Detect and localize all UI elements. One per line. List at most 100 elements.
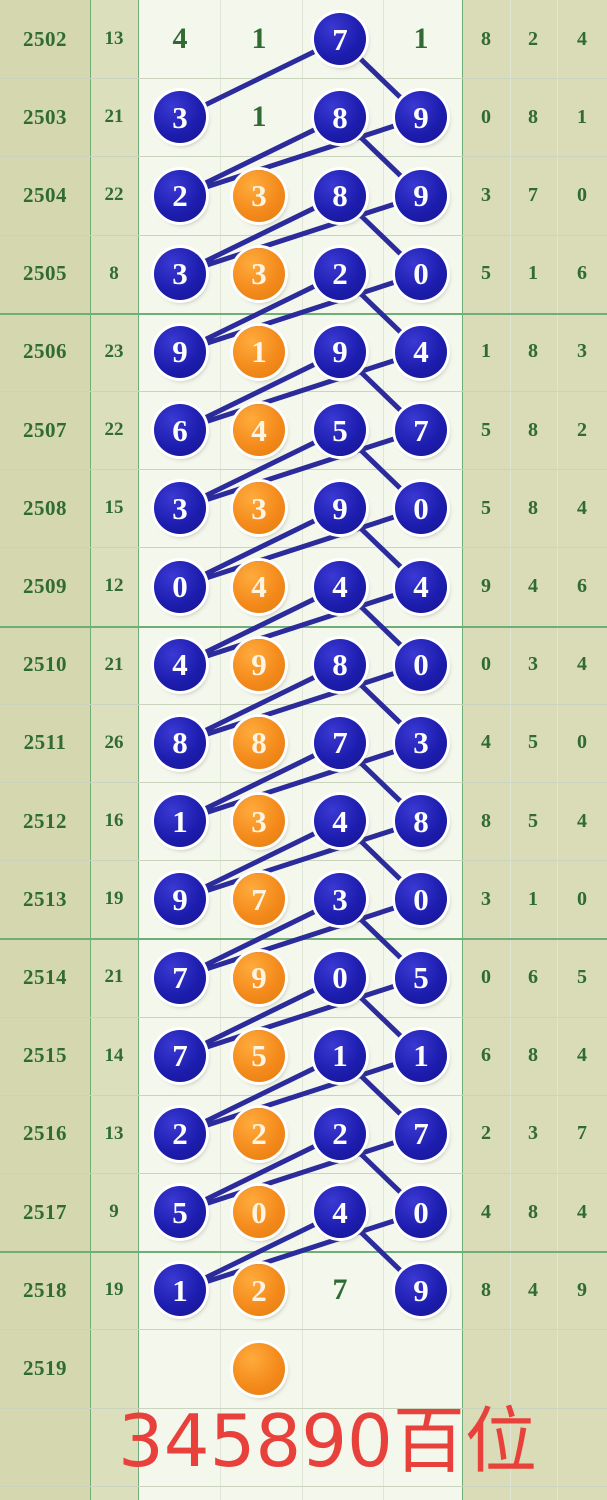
right-digit: 5	[481, 262, 491, 285]
right-digit: 6	[577, 574, 587, 597]
ball-orange: 0	[233, 1186, 285, 1239]
ball-orange: 3	[233, 795, 285, 848]
ball-blue: 8	[395, 795, 447, 848]
sum-value: 16	[104, 810, 124, 832]
right-digit: 8	[481, 1278, 491, 1301]
issue-number: 2511	[23, 730, 67, 755]
ball-orange: 7	[233, 873, 285, 926]
ball-blue: 7	[314, 716, 366, 769]
ball-blue: 4	[395, 325, 447, 378]
ball-blue: 3	[395, 716, 447, 769]
right-digit: 6	[577, 262, 587, 285]
right-digit: 0	[481, 105, 491, 128]
ball-orange: 2	[233, 1107, 285, 1160]
ball-blue: 1	[154, 1264, 206, 1317]
ball-blue: 6	[154, 404, 206, 457]
right-digit: 4	[481, 1200, 491, 1223]
right-digit: 4	[577, 496, 587, 519]
ball-orange: 9	[233, 951, 285, 1004]
right-digit: 9	[577, 1278, 587, 1301]
issue-number: 2516	[23, 1121, 67, 1146]
ball-blue: 7	[314, 13, 366, 66]
grid-vline	[302, 0, 303, 1500]
grid-vline	[557, 0, 558, 1500]
ball-blue: 0	[154, 560, 206, 613]
issue-number: 2504	[23, 182, 67, 207]
right-digit: 1	[528, 887, 538, 910]
right-digit	[558, 1329, 606, 1407]
digit-plain: 1	[251, 100, 267, 134]
ball-orange: 3	[233, 482, 285, 535]
ball-orange: 4	[233, 560, 285, 613]
sum-value: 21	[104, 653, 124, 675]
digit-plain: 7	[332, 1273, 348, 1307]
ball-blue: 3	[314, 873, 366, 926]
right-digit: 0	[577, 887, 587, 910]
issue-number: 2503	[23, 104, 67, 129]
ball-orange	[233, 1342, 285, 1395]
right-digit: 3	[577, 340, 587, 363]
right-digit: 2	[528, 27, 538, 50]
right-digit: 8	[481, 27, 491, 50]
ball-blue: 8	[154, 716, 206, 769]
sum-value: 19	[104, 888, 124, 910]
right-digit: 3	[528, 653, 538, 676]
ball-blue: 1	[395, 1029, 447, 1082]
issue-number: 2505	[23, 261, 67, 286]
right-digit: 4	[481, 731, 491, 754]
right-digit: 5	[528, 809, 538, 832]
right-digit: 9	[481, 574, 491, 597]
ball-blue: 0	[395, 1186, 447, 1239]
right-digit: 7	[577, 1122, 587, 1145]
sum-value: 13	[104, 1122, 124, 1144]
sum-value: 12	[104, 575, 124, 597]
grid-hline	[0, 1407, 607, 1409]
ball-blue: 7	[154, 951, 206, 1004]
right-digit: 5	[577, 965, 587, 988]
sum-value: 22	[104, 184, 124, 206]
ball-orange: 3	[233, 169, 285, 222]
right-digit: 3	[481, 887, 491, 910]
right-digit: 5	[481, 496, 491, 519]
issue-number: 2509	[23, 573, 67, 598]
ball-blue: 0	[395, 873, 447, 926]
ball-blue: 5	[154, 1186, 206, 1239]
ball-blue: 9	[314, 482, 366, 535]
ball-blue: 5	[314, 404, 366, 457]
ball-blue: 3	[154, 482, 206, 535]
ball-blue: 9	[154, 325, 206, 378]
digit-plain: 1	[251, 22, 267, 56]
ball-blue: 9	[395, 1264, 447, 1317]
right-digit: 4	[577, 809, 587, 832]
sum-value: 15	[104, 497, 124, 519]
ball-blue: 0	[314, 951, 366, 1004]
sum-value: 13	[104, 28, 124, 50]
right-digit: 7	[528, 183, 538, 206]
issue-number: 2519	[23, 1355, 67, 1380]
sum-value: 19	[104, 1279, 124, 1301]
sum-value: 9	[109, 1201, 119, 1223]
grid-vline	[90, 0, 91, 1500]
ball-blue: 1	[154, 795, 206, 848]
right-digit: 8	[528, 1200, 538, 1223]
right-digit: 0	[577, 731, 587, 754]
issue-number: 2502	[23, 26, 67, 51]
ball-orange: 1	[233, 325, 285, 378]
grid-hline	[0, 1485, 607, 1487]
ball-blue: 9	[395, 91, 447, 144]
right-digit: 4	[577, 1044, 587, 1067]
right-digit: 1	[528, 262, 538, 285]
issue-number: 2514	[23, 964, 67, 989]
sum-value: 14	[104, 1044, 124, 1066]
ball-blue: 3	[154, 91, 206, 144]
issue-number: 2506	[23, 339, 67, 364]
right-digit: 0	[481, 965, 491, 988]
right-digit: 8	[528, 418, 538, 441]
ball-orange: 3	[233, 247, 285, 300]
grid-vline	[383, 0, 384, 1500]
ball-blue: 8	[314, 638, 366, 691]
right-digit: 6	[528, 965, 538, 988]
grid-vline	[510, 0, 511, 1500]
ball-blue: 1	[314, 1029, 366, 1082]
issue-number: 2517	[23, 1199, 67, 1224]
